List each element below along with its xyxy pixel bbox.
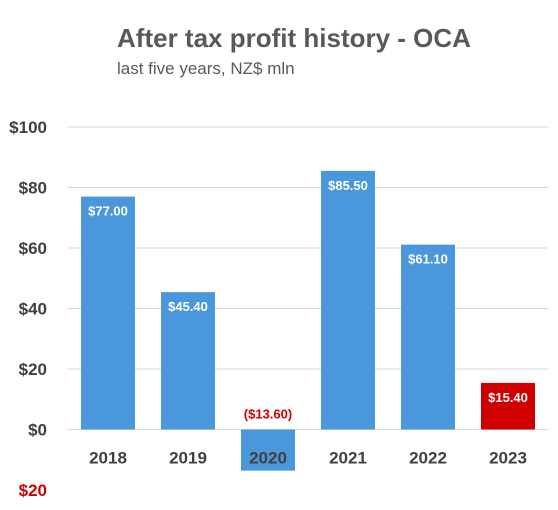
bar-2021: [321, 170, 375, 430]
y-tick-label: $60: [19, 239, 47, 258]
data-label: $45.40: [168, 299, 208, 314]
x-tick-label: 2018: [89, 449, 127, 468]
data-labels: $77.00 $45.40 ($13.60) $85.50 $61.10 $15.40: [88, 178, 528, 422]
x-tick-label: 2020: [249, 449, 287, 468]
y-tick-label: $80: [19, 179, 47, 198]
chart-title: After tax profit history - OCA: [117, 23, 471, 53]
data-label: $61.10: [408, 252, 448, 267]
chart-subtitle: last five years, NZ$ mln: [117, 59, 295, 78]
x-tick-label: 2023: [489, 449, 527, 468]
x-tick-label: 2019: [169, 449, 207, 468]
x-tick-label: 2021: [329, 449, 367, 468]
y-tick-label: $40: [19, 300, 47, 319]
x-tick-label: 2022: [409, 449, 447, 468]
data-label: $15.40: [488, 390, 528, 405]
bar-2023: [481, 382, 535, 430]
gridlines: [68, 126, 548, 430]
bar-2018: [81, 196, 135, 430]
y-tick-label: $0: [28, 421, 47, 440]
data-label: $77.00: [88, 204, 128, 219]
y-tick-label: $20: [19, 360, 47, 379]
data-label: $85.50: [328, 178, 368, 193]
x-axis-ticks: 2018 2019 2020 2021 2022 2023: [89, 449, 527, 468]
y-tick-label: $100: [9, 118, 47, 137]
bars: [81, 170, 535, 471]
y-axis-ticks: $100 $80 $60 $40 $20 $0 $20: [9, 118, 47, 500]
y-tick-label: $20: [19, 481, 47, 500]
data-label: ($13.60): [244, 407, 292, 422]
bar-2022: [401, 244, 455, 430]
bar-2019: [161, 292, 215, 430]
bar-2020: [241, 429, 295, 471]
